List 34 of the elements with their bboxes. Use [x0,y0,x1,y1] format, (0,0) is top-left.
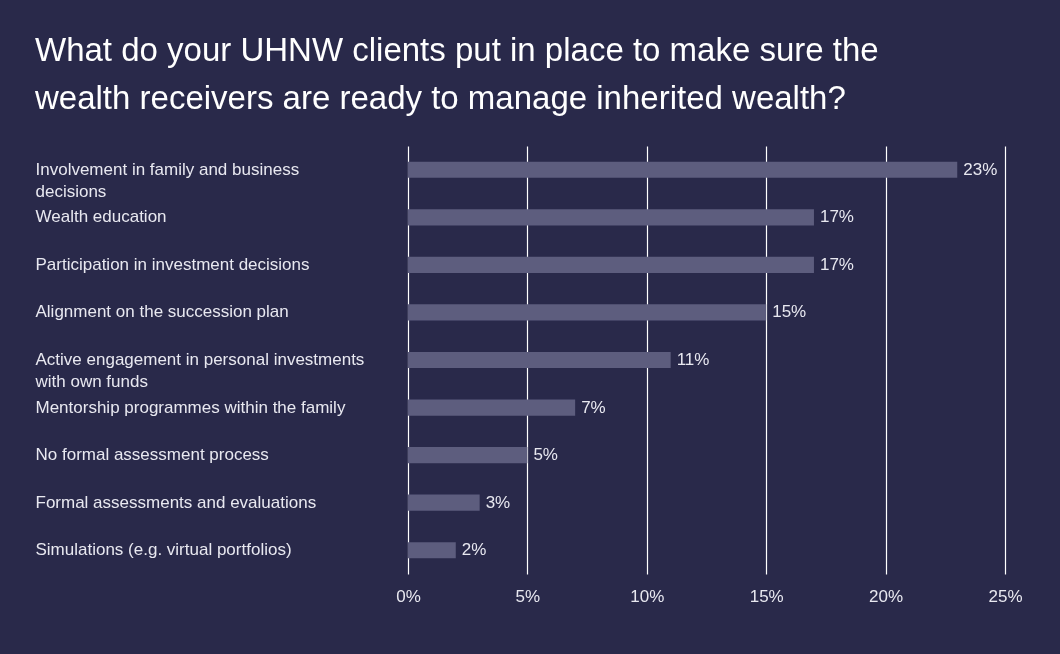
chart-title: What do your UHNW clients put in place to make sure the wealth receivers are ready to manage inherited wealth? [34,31,879,116]
bar [408,494,480,511]
data-label: 17% [819,207,854,227]
bar [408,161,958,178]
x-tick-label: 10% [630,586,665,606]
bar [408,256,814,273]
y-tick-label: Active engagement in personal investments with own funds [34,350,365,391]
data-label: 15% [772,302,807,322]
data-label: 3% [485,492,511,512]
x-tick-label: 0% [396,586,421,606]
data-label: 23% [963,159,998,179]
data-label: 2% [461,540,487,560]
data-label: 7% [581,397,606,417]
x-tick-label: 15% [749,586,784,606]
bar [408,304,767,321]
y-tick-label: Alignment on the succession plan [35,302,289,322]
data-label: 5% [533,445,558,465]
y-tick-label: Formal assessments and evaluations [35,492,317,512]
x-tick-label: 20% [869,586,904,606]
bar [408,447,528,464]
data-label: 11% [676,350,710,369]
y-tick-label: Wealth education [35,207,167,227]
data-label: 17% [819,254,854,274]
y-tick-label: Simulations (e.g. virtual portfolios) [35,540,292,560]
bar [408,542,456,559]
x-tick-label: 25% [988,586,1023,606]
y-tick-label: Mentorship programmes within the family [35,397,346,417]
y-tick-label: Involvement in family and business decisions [35,159,300,201]
bar [408,209,814,226]
y-tick-label: No formal assessment process [35,445,269,465]
y-tick-label: Participation in investment decisions [35,254,310,274]
bar [408,351,671,369]
x-tick-label: 5% [515,586,541,606]
bar [408,399,576,416]
